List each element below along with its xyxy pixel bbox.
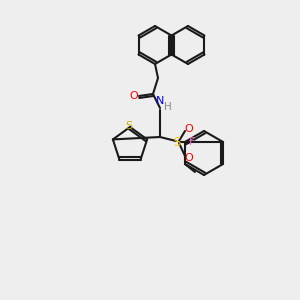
Text: N: N	[156, 96, 164, 106]
Text: O: O	[184, 124, 194, 134]
Text: S: S	[173, 136, 181, 148]
Text: H: H	[164, 102, 172, 112]
Text: O: O	[184, 153, 194, 163]
Text: F: F	[189, 137, 195, 147]
Text: S: S	[125, 121, 133, 131]
Text: O: O	[130, 91, 138, 101]
